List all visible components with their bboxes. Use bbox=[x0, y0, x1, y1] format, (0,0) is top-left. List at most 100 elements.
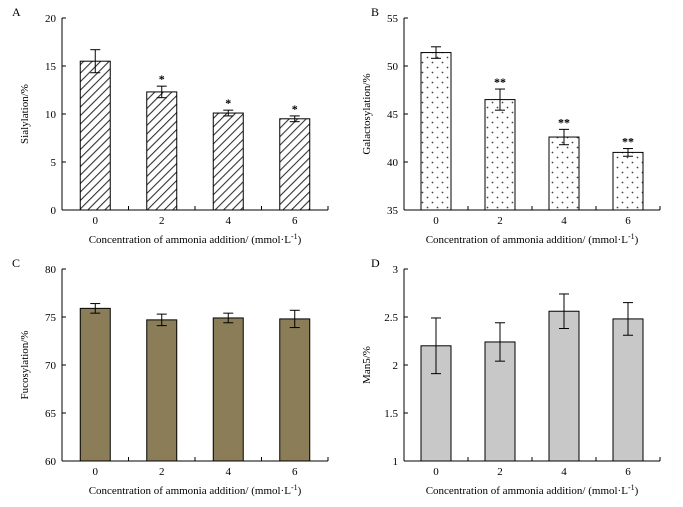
y-tick-label: 35 bbox=[387, 205, 399, 217]
x-axis-label-main: Concentration of ammonia addition/ (mmol… bbox=[89, 234, 292, 246]
error-bar-2 bbox=[495, 322, 505, 362]
x-tick-label: 0 bbox=[433, 215, 439, 227]
bar-4 bbox=[548, 136, 580, 211]
error-bar-0 bbox=[431, 317, 441, 375]
bar-6 bbox=[612, 151, 644, 211]
x-axis-label-tail: ) bbox=[635, 234, 639, 246]
error-bar-4 bbox=[559, 128, 569, 146]
x-axis-label-main: Concentration of ammonia addition/ (mmol… bbox=[426, 234, 629, 246]
y-tick-label: 5 bbox=[51, 157, 57, 169]
x-tick-label: 6 bbox=[292, 215, 298, 227]
bar-6 bbox=[612, 318, 644, 462]
y-axis-label: Man5/% bbox=[361, 346, 373, 384]
panel-letter: C bbox=[12, 256, 20, 270]
error-bar-0 bbox=[90, 49, 101, 74]
bar-0 bbox=[79, 307, 111, 462]
y-tick-label: 80 bbox=[45, 264, 57, 276]
bar-4 bbox=[548, 310, 580, 462]
y-tick-label: 75 bbox=[45, 312, 57, 324]
y-tick-label: 3 bbox=[393, 264, 399, 276]
x-tick-label: 4 bbox=[226, 466, 232, 478]
y-tick-label: 1.5 bbox=[384, 408, 398, 420]
x-tick-label: 6 bbox=[625, 466, 631, 478]
x-tick-label: 2 bbox=[159, 215, 165, 227]
bar-4 bbox=[212, 112, 244, 211]
error-bar-6 bbox=[289, 115, 300, 123]
x-axis-label-tail: ) bbox=[298, 485, 302, 497]
x-tick-label: 2 bbox=[159, 466, 165, 478]
bar-2 bbox=[484, 341, 516, 462]
panel-letter: B bbox=[371, 5, 379, 19]
x-axis-label: Concentration of ammonia addition/ (mmol… bbox=[426, 483, 639, 497]
y-tick-label: 2 bbox=[393, 360, 399, 372]
panel-letter: A bbox=[12, 5, 21, 19]
x-axis-label-tail: ) bbox=[635, 485, 639, 497]
bar-2 bbox=[146, 91, 178, 211]
error-bar-2 bbox=[495, 88, 505, 111]
y-tick-label: 45 bbox=[387, 109, 399, 121]
y-tick-label: 2.5 bbox=[384, 312, 398, 324]
significance-mark: ** bbox=[622, 135, 634, 149]
error-bar-4 bbox=[223, 109, 234, 117]
significance-mark: * bbox=[159, 72, 165, 86]
error-bar-6 bbox=[289, 309, 300, 329]
significance-mark: * bbox=[225, 96, 231, 110]
bar-6 bbox=[279, 318, 311, 462]
bar-4 bbox=[212, 317, 244, 462]
y-tick-label: 0 bbox=[51, 205, 57, 217]
x-tick-label: 6 bbox=[292, 466, 298, 478]
y-axis-label: Galactosylation/% bbox=[361, 73, 373, 154]
x-axis-label-sup: -1 bbox=[628, 232, 635, 241]
significance-mark: ** bbox=[558, 115, 570, 129]
error-bar-0 bbox=[90, 303, 101, 314]
x-tick-label: 0 bbox=[93, 466, 99, 478]
x-axis-label-main: Concentration of ammonia addition/ (mmol… bbox=[89, 485, 292, 497]
y-axis-label: Fucosylation/% bbox=[19, 330, 31, 399]
x-axis-label-sup: -1 bbox=[291, 483, 298, 492]
significance-mark: ** bbox=[494, 75, 506, 89]
x-tick-label: 6 bbox=[625, 215, 631, 227]
y-axis-label: Sialylation/% bbox=[19, 84, 31, 144]
y-tick-label: 40 bbox=[387, 157, 399, 169]
x-tick-label: 4 bbox=[561, 215, 567, 227]
x-tick-label: 0 bbox=[433, 466, 439, 478]
panel-c: C 60 65 70 75 80 0 2 4 6 Fucosylation/% Concentrati… bbox=[12, 256, 329, 497]
error-bar-4 bbox=[223, 312, 234, 324]
y-tick-label: 10 bbox=[45, 109, 57, 121]
x-axis-label-sup: -1 bbox=[291, 232, 298, 241]
panel-d: D 1 1.5 2 2.5 3 0 2 4 6 Man5/% Concentration of amm… bbox=[361, 256, 661, 497]
bar-6 bbox=[279, 118, 311, 211]
y-tick-label: 20 bbox=[45, 13, 57, 25]
error-bar-6 bbox=[623, 148, 633, 157]
y-tick-label: 55 bbox=[387, 13, 399, 25]
error-bar-0 bbox=[431, 46, 441, 59]
x-tick-label: 2 bbox=[497, 215, 503, 227]
y-tick-label: 60 bbox=[45, 456, 57, 468]
y-tick-label: 70 bbox=[45, 360, 57, 372]
x-axis-label-sup: -1 bbox=[628, 483, 635, 492]
x-axis-label: Concentration of ammonia addition/ (mmol… bbox=[89, 232, 302, 246]
y-tick-label: 50 bbox=[387, 61, 399, 73]
bar-2 bbox=[484, 99, 516, 211]
x-tick-label: 2 bbox=[497, 466, 503, 478]
significance-mark: * bbox=[292, 102, 298, 116]
error-bar-4 bbox=[559, 293, 569, 330]
panel-a: A * * * 0 5 10 15 20 0 2 4 6 Sialylation/% Concentrati… bbox=[12, 5, 329, 246]
x-axis-label: Concentration of ammonia addition/ (mmol… bbox=[426, 232, 639, 246]
x-axis-label: Concentration of ammonia addition/ (mmol… bbox=[89, 483, 302, 497]
x-tick-label: 4 bbox=[226, 215, 232, 227]
bar-2 bbox=[146, 319, 178, 462]
y-tick-label: 65 bbox=[45, 408, 57, 420]
error-bar-6 bbox=[623, 302, 633, 336]
error-bar-2 bbox=[156, 85, 167, 99]
bar-0 bbox=[420, 52, 452, 211]
bar-0 bbox=[79, 60, 111, 211]
x-axis-label-tail: ) bbox=[298, 234, 302, 246]
y-tick-label: 15 bbox=[45, 61, 57, 73]
panel-b: B ** ** ** 35 40 45 50 55 0 2 4 6 Galactosylation/% Co… bbox=[361, 5, 661, 246]
x-tick-label: 0 bbox=[93, 215, 99, 227]
y-tick-label: 1 bbox=[393, 456, 399, 468]
panel-letter: D bbox=[371, 256, 380, 270]
error-bar-2 bbox=[156, 313, 167, 327]
